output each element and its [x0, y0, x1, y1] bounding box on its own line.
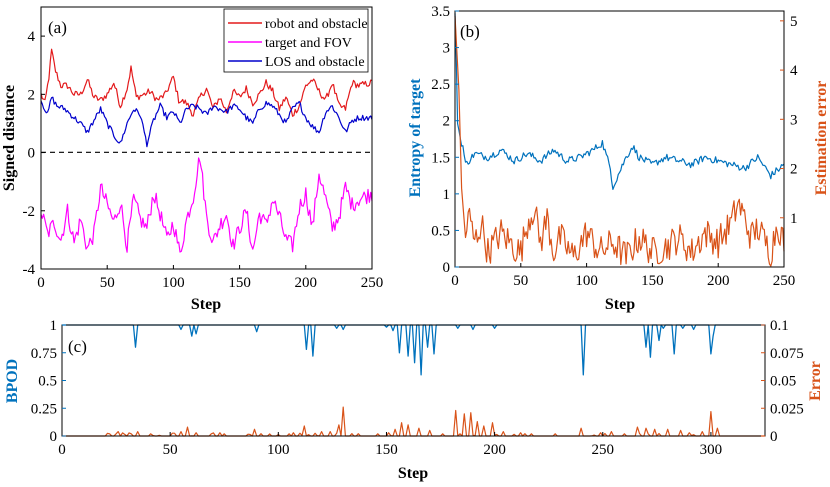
series-line-target-and-fov [40, 157, 373, 253]
panel-a-ylabel: Signed distance [1, 85, 18, 191]
legend-box [223, 8, 369, 73]
x-tick-label: 0 [58, 442, 66, 458]
x-tick-label: 50 [100, 275, 115, 291]
y-tick-label: 2 [28, 87, 36, 103]
y-right-tick-label: 5 [790, 14, 798, 30]
y-right-tick-label: 0.025 [770, 401, 804, 417]
panel-a-legend: robot and obstacle target and FOV LOS an… [223, 8, 369, 73]
panel-b-series [454, 13, 785, 267]
panel-c-series [62, 324, 765, 437]
x-tick-label: 300 [700, 442, 723, 458]
series-line-bpod [62, 324, 765, 376]
y-left-tick-label: 1.5 [431, 150, 450, 166]
x-tick-label: 100 [162, 275, 185, 291]
y-left-tick-label: 3.5 [431, 4, 450, 20]
panel-a-xlabel: Step [191, 296, 221, 313]
y-tick-label: -2 [23, 204, 36, 220]
y-right-tick-label: 2 [790, 162, 798, 178]
x-tick-label: 50 [513, 273, 528, 289]
panel-c-ylabel-right: Error [807, 361, 824, 401]
series-line-entropy-of-target [454, 13, 785, 190]
x-tick-label: 150 [375, 442, 398, 458]
y-right-tick-label: 0.075 [770, 346, 804, 362]
x-tick-label: 0 [37, 275, 45, 291]
panel-a-ticks: 0 50 100 150 200 250 -4 -2 0 2 4 [23, 29, 384, 291]
y-left-tick-label: 0.5 [38, 374, 57, 390]
x-tick-label: 100 [267, 442, 290, 458]
y-right-tick-label: 0.1 [770, 318, 789, 334]
y-right-tick-label: 1 [790, 211, 798, 227]
y-right-tick-label: 4 [790, 63, 798, 79]
y-left-tick-label: 0.25 [31, 401, 57, 417]
y-right-tick-label: 3 [790, 112, 798, 128]
panel-c-ticks: 0 50 100 150 200 250 300 0 0.25 0.5 0.75 1 0 0.025 0.0… [31, 318, 804, 458]
x-tick-label: 0 [451, 273, 459, 289]
x-tick-label: 200 [295, 275, 318, 291]
y-left-tick-label: 2.5 [431, 77, 450, 93]
panel-b-axes-box [454, 10, 785, 268]
panel-a-label: (a) [48, 18, 67, 37]
x-tick-label: 150 [641, 273, 664, 289]
legend-label-target-fov: target and FOV [265, 36, 352, 51]
y-left-tick-label: 0 [50, 429, 58, 445]
panel-a-series [40, 48, 373, 253]
y-left-tick-label: 3 [443, 41, 451, 57]
panel-b: 0 50 100 150 200 250 0 0.5 1 1.5 2 2.5 3 3.5 1 2 3 4 5 (b)… [407, 4, 830, 313]
y-tick-label: 0 [28, 146, 36, 162]
panel-a-axes-box [40, 6, 373, 270]
panel-c-label: (c) [68, 337, 87, 356]
series-line-los-and-obstacle [40, 96, 373, 148]
panel-b-ticks: 0 50 100 150 200 250 0 0.5 1 1.5 2 2.5 3 3.5 1 2 3 4 5 [431, 4, 798, 289]
panel-b-xlabel: Step [605, 296, 635, 313]
panel-c-xlabel: Step [398, 465, 428, 482]
series-line-robot-and-obstacle [40, 48, 373, 117]
x-tick-label: 250 [592, 442, 615, 458]
panel-b-ylabel-right: Estimation error [813, 81, 830, 196]
x-tick-label: 50 [163, 442, 178, 458]
y-right-tick-label: 0 [770, 429, 778, 445]
y-left-tick-label: 0 [443, 260, 451, 276]
y-tick-label: 4 [28, 29, 36, 45]
y-left-tick-label: 0.75 [31, 346, 57, 362]
y-left-tick-label: 1 [443, 187, 451, 203]
x-tick-label: 150 [228, 275, 251, 291]
series-line-error [62, 406, 765, 437]
y-left-tick-label: 0.5 [431, 223, 450, 239]
panel-b-ylabel-left: Entropy of target [407, 78, 424, 197]
panel-b-label: (b) [460, 22, 480, 41]
x-tick-label: 200 [483, 442, 506, 458]
x-tick-label: 100 [575, 273, 598, 289]
series-line-estimation-error [454, 15, 785, 267]
panel-c-ylabel-left: BPOD [4, 359, 21, 403]
y-left-tick-label: 2 [443, 114, 451, 130]
x-tick-label: 200 [707, 273, 730, 289]
y-left-tick-label: 1 [50, 318, 58, 334]
panel-a: 0 50 100 150 200 250 -4 -2 0 2 4 (a) Step Signed d… [1, 6, 384, 313]
x-tick-label: 250 [773, 273, 796, 289]
y-tick-label: -4 [23, 262, 36, 278]
panel-c: 0 50 100 150 200 250 300 0 0.25 0.5 0.75 1 0 0.025 0.0… [4, 318, 824, 482]
legend-label-los-obstacle: LOS and obstacle [265, 55, 365, 70]
x-tick-label: 250 [361, 275, 384, 291]
y-right-tick-label: 0.05 [770, 374, 796, 390]
legend-label-robot-obstacle: robot and obstacle [265, 17, 368, 32]
